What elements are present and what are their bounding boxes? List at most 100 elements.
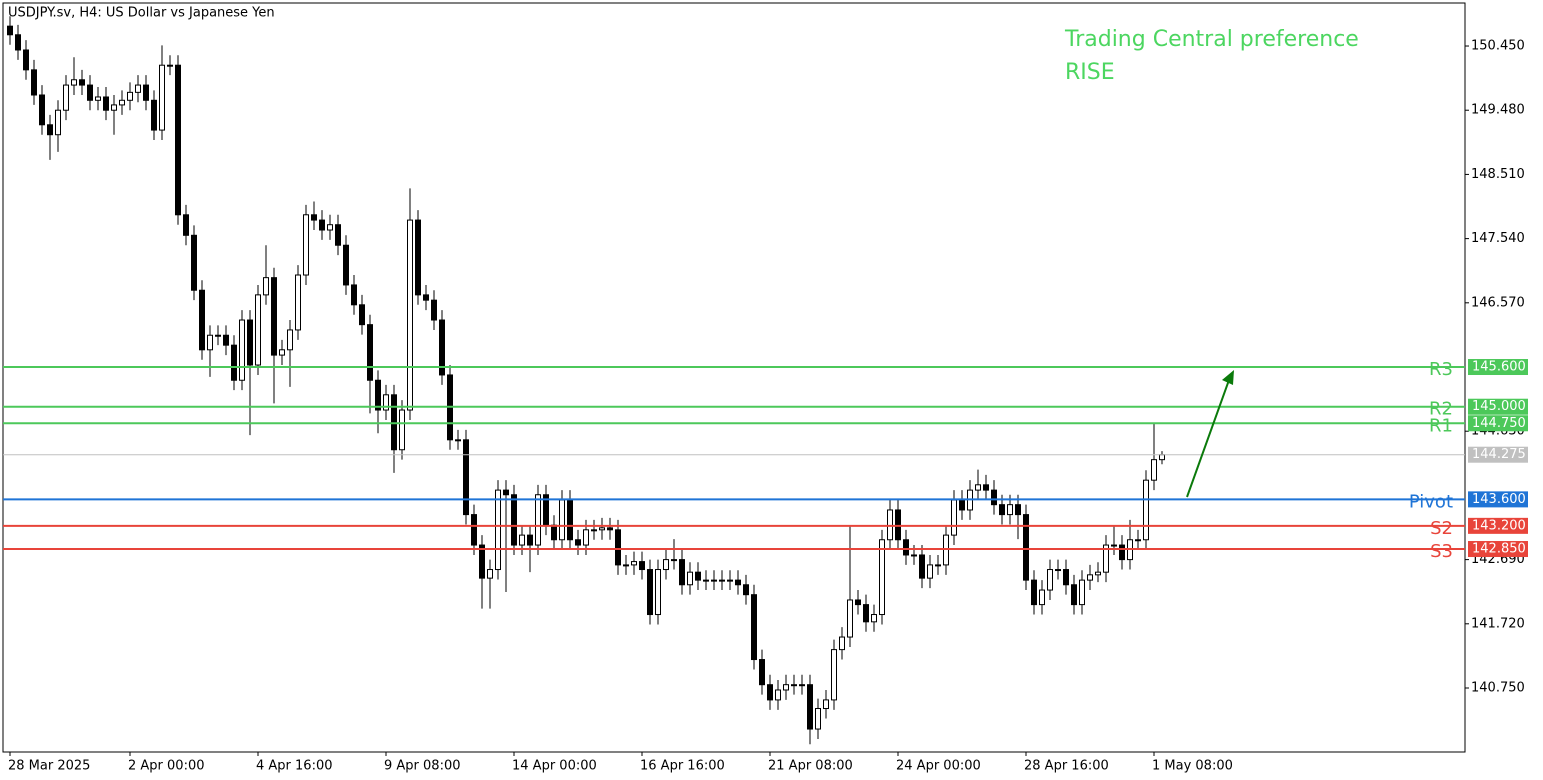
candle-body: [743, 584, 749, 596]
candle-body: [847, 599, 853, 638]
arrow-head: [1222, 370, 1234, 385]
candle-body: [583, 529, 589, 546]
candle-body: [687, 571, 693, 586]
candle-body: [1071, 584, 1077, 606]
candle-body: [655, 569, 661, 616]
level-name: S2: [1430, 518, 1453, 539]
candle-body: [143, 84, 149, 101]
last-price-label: 144.275: [1472, 447, 1526, 462]
candle-body: [63, 84, 69, 111]
candle-body: [279, 349, 285, 356]
candle-body: [343, 244, 349, 286]
y-tick-label: 150.450: [1471, 39, 1525, 54]
candle-body: [719, 579, 725, 582]
candle-body: [367, 324, 373, 381]
candle-body: [215, 334, 221, 337]
candle-body: [711, 579, 717, 582]
candle-body: [791, 684, 797, 687]
level-box: [1468, 517, 1528, 534]
candle-body: [551, 524, 557, 541]
candle-body: [751, 594, 757, 661]
candle-body: [1039, 589, 1045, 606]
candle-body: [1015, 504, 1021, 516]
candle-body: [959, 499, 965, 511]
candle-body: [1119, 544, 1125, 561]
level-box: [1468, 359, 1528, 376]
candle-body: [727, 579, 733, 582]
candle-body: [999, 504, 1005, 516]
candle-body: [911, 554, 917, 557]
candle-body: [519, 534, 525, 546]
annotation: RISE: [1065, 60, 1115, 85]
chart-title: USDJPY.sv, H4: US Dollar vs Japanese Yen: [8, 6, 275, 21]
candle-body: [287, 329, 293, 351]
level-label: 143.600: [1472, 492, 1526, 507]
candle-body: [1055, 569, 1061, 572]
candle-body: [1151, 459, 1157, 481]
candle-body: [431, 299, 437, 321]
candle-body: [495, 489, 501, 571]
candle-body: [191, 234, 197, 291]
candle-body: [1159, 454, 1165, 461]
candle-body: [575, 539, 581, 546]
candle-body: [1087, 574, 1093, 581]
candle-body: [991, 489, 997, 506]
candle-body: [1103, 544, 1109, 573]
candle-body: [639, 561, 645, 571]
candle-body: [647, 569, 653, 616]
candle-body: [759, 659, 765, 686]
level-label: 145.000: [1472, 399, 1526, 414]
candle-body: [1095, 571, 1101, 576]
candle-body: [903, 539, 909, 556]
candle-body: [927, 564, 933, 579]
y-tick-label: 149.480: [1471, 103, 1525, 118]
level-label: 142.850: [1472, 542, 1526, 557]
candle-body: [479, 544, 485, 579]
candle-body: [503, 489, 509, 496]
y-tick-label: 148.510: [1471, 167, 1525, 182]
candle-body: [151, 99, 157, 131]
candle-body: [871, 614, 877, 623]
y-tick-label: 141.720: [1471, 616, 1525, 631]
x-tick-label: 24 Apr 00:00: [896, 759, 981, 774]
candle-body: [1023, 514, 1029, 581]
plot-frame: [2, 2, 1466, 753]
y-tick-label: 146.570: [1471, 295, 1525, 310]
candle-body: [823, 699, 829, 710]
candle-body: [463, 439, 469, 516]
forecast-arrow: [1186, 379, 1230, 498]
candle-body: [831, 649, 837, 701]
candle-body: [975, 484, 981, 491]
candle-body: [111, 104, 117, 111]
candle-body: [263, 277, 269, 296]
candle-body: [703, 579, 709, 582]
candle-body: [311, 214, 317, 221]
candle-body: [39, 94, 45, 126]
candle-body: [1111, 544, 1117, 547]
candle-body: [615, 529, 621, 566]
candle-body: [79, 79, 85, 86]
candle-body: [319, 219, 325, 231]
candle-body: [175, 64, 181, 216]
candle-body: [87, 84, 93, 101]
overlay: 144.275 R3 145.600 R2 145.000 R1 144.750 Pivot 1…: [3, 359, 1528, 562]
candle-body: [127, 91, 133, 101]
candle-body: [511, 494, 517, 546]
candle-body: [95, 96, 101, 101]
candle-body: [383, 394, 389, 411]
candle-body: [623, 564, 629, 567]
candle-body: [71, 79, 77, 86]
x-tick-label: 9 Apr 08:00: [384, 759, 461, 774]
candle-body: [167, 64, 173, 67]
candle-body: [1143, 479, 1149, 541]
level-box: [1468, 491, 1528, 508]
candle-body: [1031, 579, 1037, 606]
candle-body: [599, 527, 605, 531]
candle-body: [679, 559, 685, 586]
candle-body: [559, 499, 565, 541]
candle-body: [735, 579, 741, 586]
candle-body: [695, 571, 701, 581]
candle-body: [103, 96, 109, 111]
candle-body: [55, 109, 61, 136]
